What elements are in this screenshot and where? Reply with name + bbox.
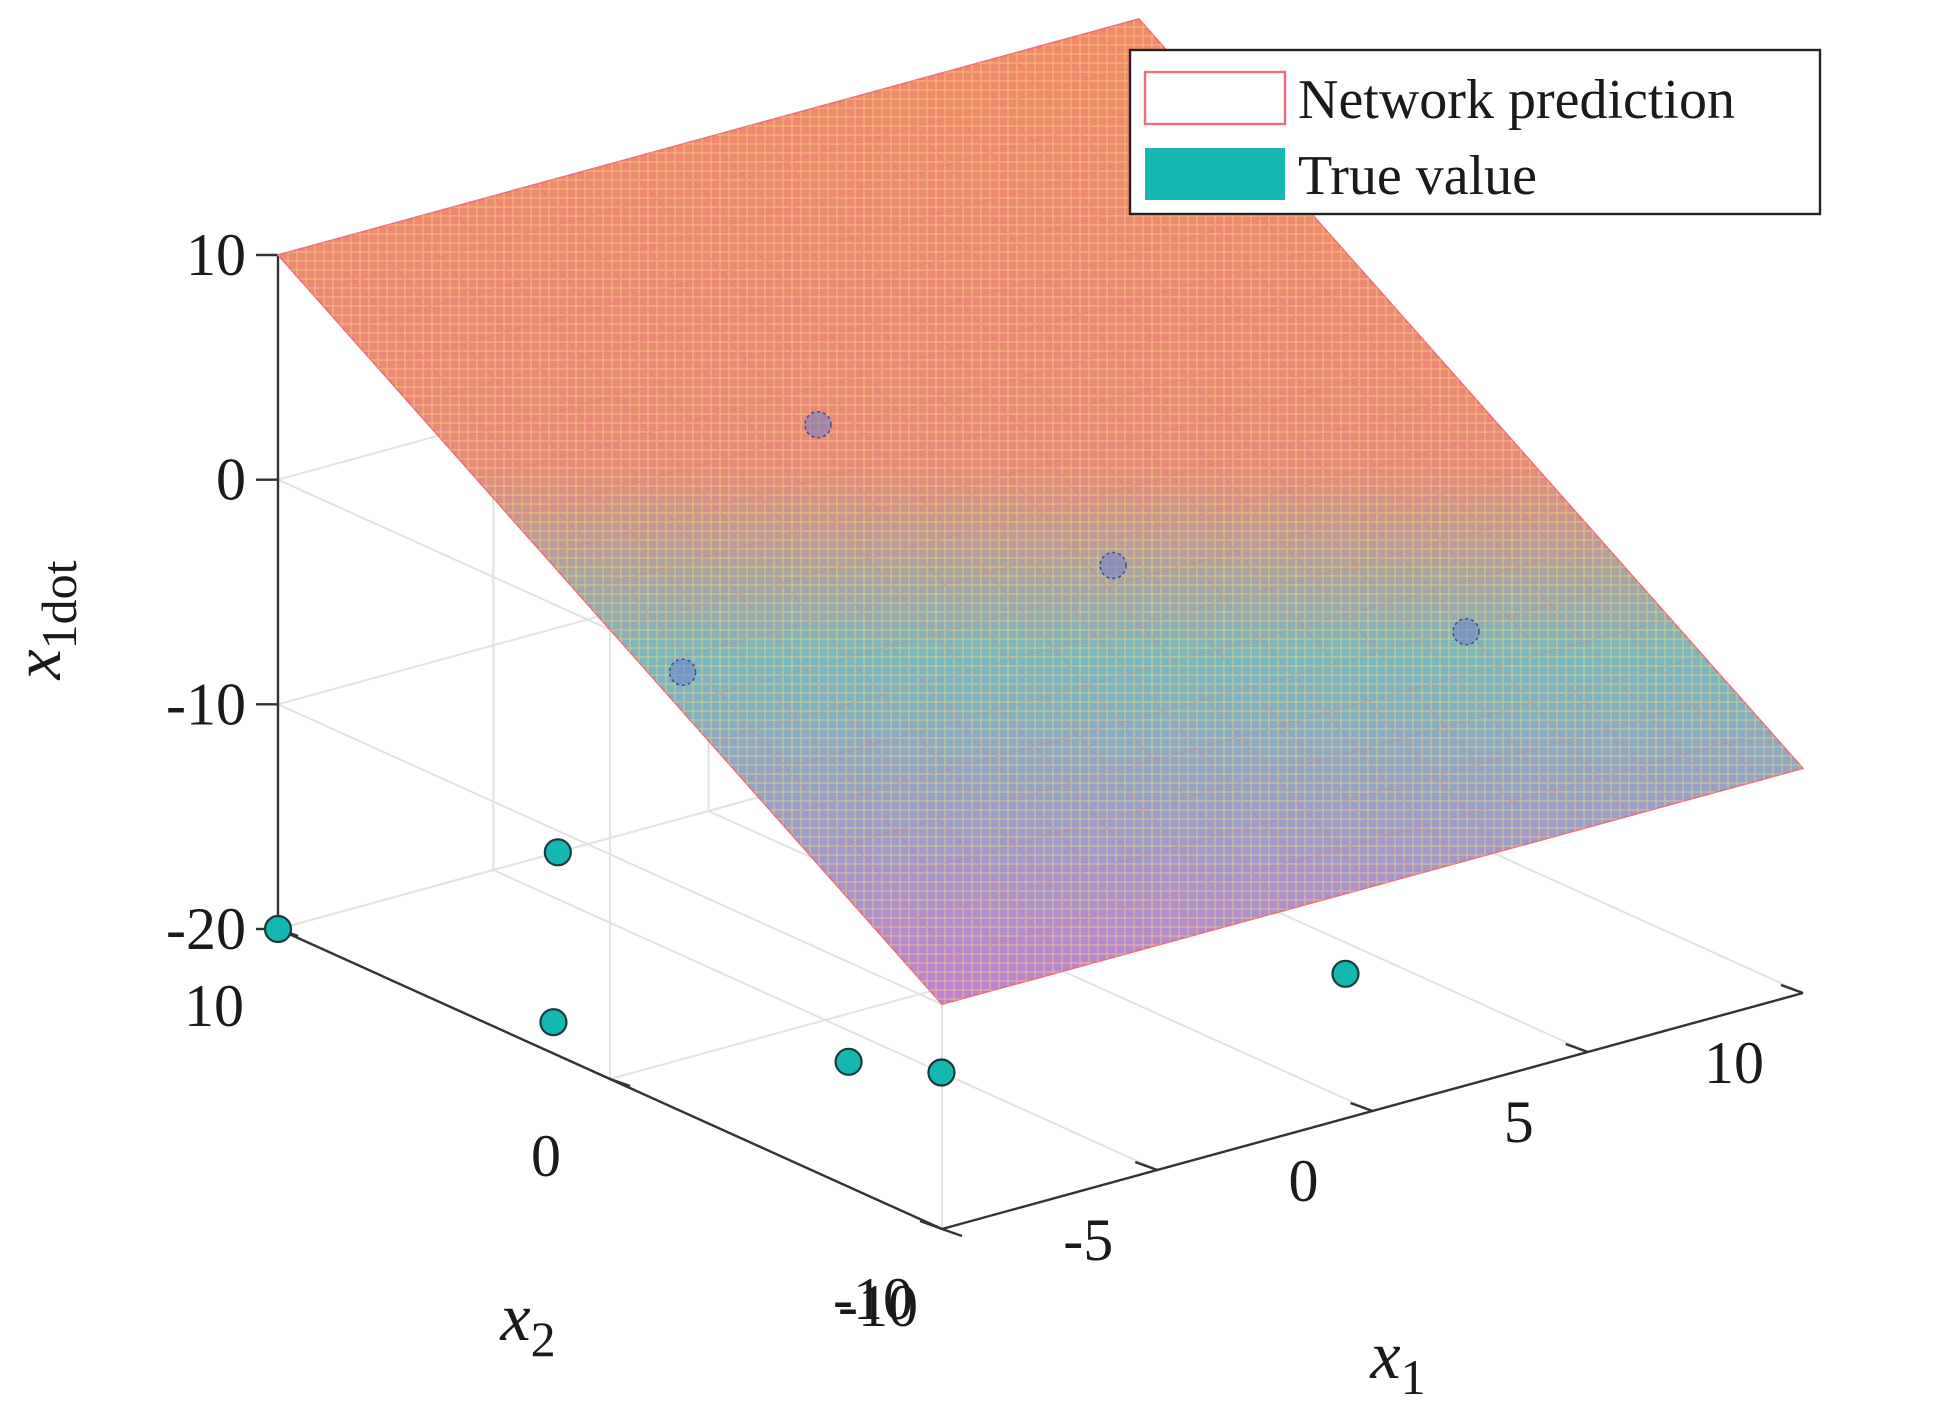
x1-tick-mark	[1565, 1042, 1589, 1054]
surface-mesh-line	[794, 113, 1459, 863]
surface-mesh-line	[709, 505, 1571, 743]
z-axis-label: x1dot	[0, 560, 87, 680]
surface-mesh-line	[492, 195, 1158, 946]
surface-mesh-line	[377, 131, 1239, 368]
x1-axis-label: x1	[1369, 1317, 1425, 1405]
legend-label-1: True value	[1298, 145, 1537, 207]
x2-axis-label: x2	[499, 1279, 555, 1367]
surface-mesh-line	[510, 280, 1372, 518]
legend-label-0: Network prediction	[1298, 69, 1735, 131]
true-value-point-9	[1452, 617, 1480, 646]
x1-tick-label-10: 10	[1704, 1030, 1764, 1096]
x1-tick-label-0: 0	[1289, 1148, 1319, 1214]
x2-tick-label-0: 0	[531, 1123, 561, 1189]
surface-mesh-line	[579, 172, 1244, 922]
true-value-point-6	[668, 658, 697, 687]
surface-mesh-line	[708, 136, 1373, 887]
surface-mesh-line	[1009, 54, 1675, 804]
true-value-point-5	[1331, 959, 1360, 988]
axes	[256, 253, 1804, 1238]
x2-tick-label-10: 10	[184, 973, 244, 1039]
legend-swatch-1	[1145, 148, 1285, 200]
x1-tick-mark	[919, 1219, 943, 1231]
true-value-point-8	[1099, 551, 1127, 580]
true-value-point-1	[543, 838, 572, 867]
true-value-point-7	[804, 411, 832, 439]
surface-mesh-line	[665, 148, 1330, 899]
surface-mesh-line	[643, 430, 1505, 668]
surface-mesh-line	[842, 655, 1704, 893]
legend-swatch-0	[1143, 70, 1287, 126]
axis-labels: x1dot x2 x1	[0, 560, 1426, 1405]
points-on-surface	[668, 411, 1480, 687]
surface-mesh-line	[443, 205, 1306, 443]
surface-mesh-line	[311, 56, 1173, 293]
surface-mesh-line	[477, 243, 1339, 481]
x1-tick-mark	[1350, 1101, 1373, 1113]
surface-mesh-line	[609, 393, 1472, 631]
true-value-point-2	[539, 1008, 568, 1037]
x1-tick-mark	[1134, 1160, 1158, 1172]
z-tick-label-10: 10	[186, 222, 246, 288]
surface-mesh-line	[449, 207, 1115, 958]
surface-mesh-line	[536, 183, 1201, 934]
legend: Network prediction True value	[1128, 48, 1822, 216]
surface-mesh-line	[576, 355, 1438, 593]
surface-mesh-line	[363, 231, 1029, 981]
x1-tick-label--10: -10	[833, 1266, 913, 1332]
z-tick-label--10: -10	[166, 671, 246, 737]
surface-mesh-line	[344, 93, 1206, 331]
surface-mesh-line	[543, 318, 1405, 556]
surface-mesh-line	[320, 242, 986, 993]
true-value-point-3	[834, 1047, 863, 1076]
tick-labels: 10 0 -10 -20 -10 0 10 -10 -5 0 5 10	[166, 222, 1764, 1339]
true-value-point-4	[927, 1058, 956, 1087]
surface-mesh-line	[622, 160, 1287, 911]
surface-mesh-line	[676, 468, 1538, 705]
z-tick-label--20: -20	[166, 896, 246, 962]
surface-mesh-line	[751, 124, 1416, 875]
true-value-point-0	[263, 914, 293, 944]
x1-tick-mark	[1780, 983, 1804, 995]
prediction-surface	[276, 18, 1805, 1006]
surface-mesh-line	[406, 219, 1072, 970]
x2-tick-mark	[609, 1077, 631, 1088]
surface-mesh-line	[809, 618, 1671, 855]
surface-mesh-line	[908, 730, 1770, 968]
points-below-surface	[263, 838, 1360, 1087]
x1-tick-label--5: -5	[1063, 1207, 1113, 1273]
surface-mesh-line	[775, 580, 1638, 818]
x2-tick-label--10: -10	[838, 1273, 918, 1339]
surface-mesh-line	[875, 693, 1737, 930]
surface-mesh-texture	[278, 19, 1803, 1005]
surface-mesh-line	[880, 89, 1545, 840]
surface-mesh-line	[837, 101, 1502, 852]
x2-tick-mark	[941, 1227, 963, 1238]
surface-mesh-line	[410, 168, 1272, 406]
surface-mesh-line	[966, 65, 1632, 816]
z-tick-label-0: 0	[216, 447, 246, 513]
x1-tick-label-5: 5	[1504, 1089, 1534, 1155]
surface-mesh-line	[742, 543, 1604, 780]
surface-mesh-line	[923, 77, 1589, 828]
